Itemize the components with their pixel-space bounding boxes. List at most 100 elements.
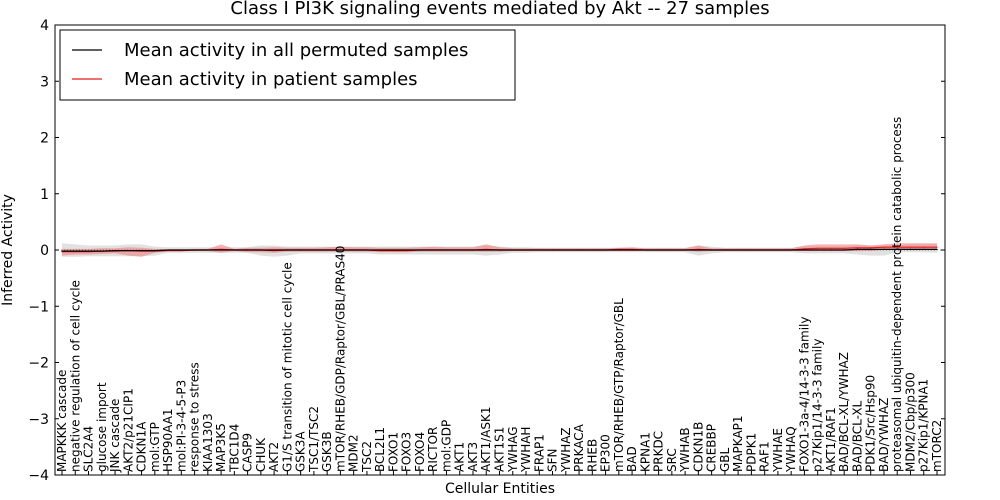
data-point-permuted (684, 249, 686, 251)
data-point-permuted (207, 249, 209, 251)
x-tick-label: SFN (546, 449, 560, 473)
x-tick-label: RICTOR (426, 427, 440, 472)
data-point-permuted (140, 250, 143, 252)
data-point-permuted (313, 249, 315, 251)
data-point-permuted (525, 249, 527, 251)
x-tick-label: YWHAH (519, 427, 533, 473)
data-point-permuted (485, 249, 487, 251)
x-tick-label: p27Kip1/KPNA1 (917, 379, 931, 472)
x-tick-label: SRC (665, 448, 679, 472)
data-point-permuted (247, 249, 249, 251)
data-point-permuted (750, 249, 753, 251)
data-point-permuted (909, 248, 912, 250)
x-tick-label: mTORC2 (930, 420, 944, 472)
data-point-permuted (923, 248, 925, 250)
data-point-permuted (870, 248, 872, 250)
x-tick-label: AKT1/ASK1 (479, 407, 493, 472)
data-point-permuted (87, 250, 90, 252)
data-point-permuted (432, 249, 434, 251)
x-tick-label: CDKN1A (135, 421, 149, 472)
series-points (61, 246, 938, 253)
x-tick-label: FRAP1 (532, 434, 546, 472)
data-point-permuted (711, 249, 713, 251)
data-point-permuted (764, 249, 766, 251)
data-point-patient (803, 248, 806, 250)
data-point-permuted (273, 249, 275, 251)
data-point-permuted (856, 248, 859, 250)
x-tick-label: FOXO3 (400, 432, 414, 472)
x-tick-label: RHEB (585, 439, 599, 472)
legend-label-patient: Mean activity in patient samples (124, 69, 418, 90)
x-tick-label: KIAA1303 (201, 413, 215, 472)
x-tick-label: GSK3B (320, 431, 334, 472)
x-tick-label: AKT1/RAF1 (824, 407, 838, 472)
data-point-permuted (114, 250, 116, 252)
data-point-permuted (366, 249, 368, 251)
y-tick-label: −1 (28, 299, 49, 315)
data-point-permuted (512, 249, 514, 251)
x-tick-label: FOXO1-3a-4/14-3-3 family (797, 317, 811, 473)
x-tick-label: mol:GDP (440, 420, 454, 472)
x-tick-label: YWHAE (771, 428, 785, 473)
data-point-permuted (286, 249, 288, 251)
data-point-patient (936, 246, 938, 248)
data-point-permuted (777, 249, 779, 251)
data-point-permuted (936, 248, 938, 250)
x-tick-label: MDM2 (347, 434, 361, 472)
data-point-permuted (565, 249, 567, 251)
x-tick-label: glucose import (95, 382, 109, 472)
data-point-permuted (671, 249, 673, 251)
data-point-permuted (896, 248, 898, 250)
data-point-permuted (339, 249, 341, 251)
x-tick-label: PDPK1 (744, 433, 758, 472)
data-point-permuted (127, 250, 129, 252)
data-point-patient (923, 246, 925, 248)
data-point-patient (856, 247, 859, 249)
x-tick-label: MDM2/Cbp/p300 (904, 372, 918, 472)
x-tick-label: negative regulation of cell cycle (68, 280, 82, 472)
data-point-permuted (830, 249, 832, 251)
data-point-patient (830, 247, 832, 249)
x-tick-label: MAP3K5 (214, 423, 228, 472)
x-tick-label: JNK cascade (108, 399, 122, 473)
data-point-permuted (353, 249, 355, 251)
data-point-patient (896, 246, 898, 248)
data-point-permuted (644, 249, 646, 251)
x-tick-label: HSP90AA1 (161, 408, 175, 472)
x-tick-label: p27Kip1/14-3-3 family (811, 339, 825, 472)
data-point-permuted (697, 249, 700, 251)
y-tick-label: −2 (28, 356, 49, 372)
data-point-permuted (61, 250, 63, 252)
x-axis-label: Cellular Entities (445, 481, 555, 497)
x-tick-label: CASP9 (241, 433, 255, 472)
x-tick-label: FOXO4 (413, 432, 427, 472)
data-point-permuted (392, 249, 394, 251)
data-point-permuted (618, 249, 620, 251)
data-point-permuted (101, 250, 103, 252)
x-tick-label: YWHAZ (559, 427, 573, 473)
x-tick-label: AKT2 (267, 442, 281, 472)
x-tick-label: BAD (625, 446, 639, 472)
y-tick-label: 2 (40, 131, 49, 147)
data-point-permuted (326, 249, 328, 251)
data-point-permuted (154, 250, 156, 252)
x-tick-label: RAF1 (758, 441, 772, 472)
x-tick-label: YWHAQ (784, 426, 798, 473)
x-tick-label: AKT2/p21CIP1 (121, 388, 135, 472)
x-tick-label: AKT1S1 (493, 427, 507, 472)
data-point-permuted (551, 249, 554, 251)
data-point-permuted (803, 249, 806, 251)
x-tick-label: response to stress (188, 362, 202, 472)
data-point-permuted (591, 249, 593, 251)
x-tick-label: GBL (718, 447, 732, 472)
data-point-permuted (194, 249, 196, 251)
data-point-permuted (538, 249, 540, 251)
x-tick-label: mol:GTP (148, 422, 162, 472)
y-tick-label: 3 (40, 74, 49, 90)
x-tick-label: YWHAG (506, 426, 520, 473)
chart-title: Class I PI3K signaling events mediated b… (230, 0, 769, 19)
data-point-permuted (843, 249, 845, 251)
x-tick-label: mol:PI-3-4-5-P3 (174, 380, 188, 472)
x-tick-labels: MAPKKK cascade negative regulation of cel… (55, 117, 944, 475)
